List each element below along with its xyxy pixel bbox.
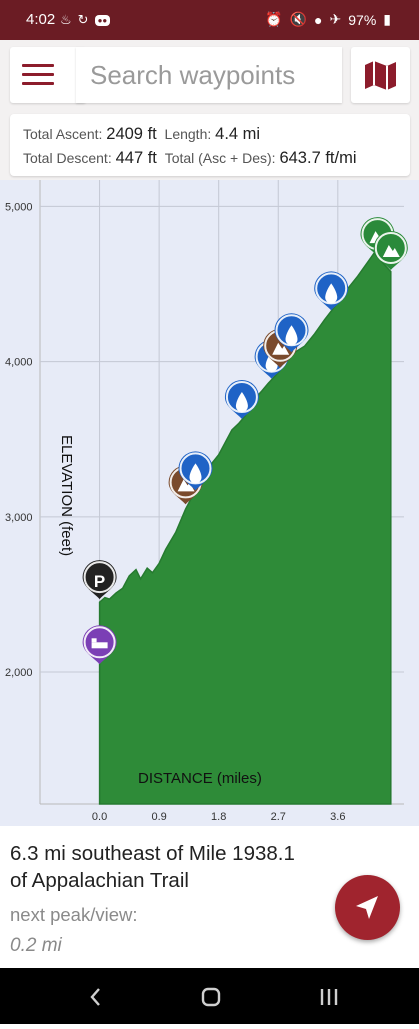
x-tick-label: 2.7 <box>271 811 286 823</box>
map-button[interactable] <box>351 47 410 103</box>
length-label: Length: <box>164 126 212 142</box>
menu-button[interactable] <box>10 47 86 103</box>
x-tick-label: 0.9 <box>151 811 166 823</box>
mountain-icon <box>177 479 195 492</box>
x-tick-label: 1.8 <box>211 811 226 823</box>
app-notification-icon: ●● <box>94 14 111 26</box>
waypoint-markers: P <box>82 217 408 665</box>
elevation-chart[interactable]: 5,000 4,000 3,000 2,000 0.0 0.9 1.8 2.7 3.6 ELE… <box>0 180 419 826</box>
total-ascent-label: Total Ascent: <box>23 126 103 142</box>
y-tick-label: 3,000 <box>5 512 33 524</box>
total-asc-des-value: 643.7 ft/mi <box>279 149 357 167</box>
battery-icon: ▮ <box>383 11 391 27</box>
navigate-button[interactable] <box>335 875 400 940</box>
mute-icon: 🔇 <box>289 11 308 27</box>
pillow-icon <box>91 638 97 643</box>
water-drop-icon <box>325 283 338 304</box>
airplane-mode-icon: ✈ <box>329 11 342 27</box>
y-axis-ticks: 5,000 4,000 3,000 2,000 <box>5 201 33 679</box>
stats-row-2: Total Descent: 447 ft Total (Asc + Des):… <box>23 149 357 168</box>
x-axis-label: DISTANCE (miles) <box>138 770 262 787</box>
stats-row-1: Total Ascent: 2409 ft Length: 4.4 mi <box>23 125 260 144</box>
status-time: 4:02 <box>26 11 56 28</box>
total-descent-value: 447 ft <box>115 149 157 167</box>
y-tick-label: 2,000 <box>5 667 33 679</box>
marker-ring <box>83 561 116 594</box>
next-peak-distance: 0.2 mi <box>10 935 62 956</box>
system-nav-bar <box>0 968 419 1024</box>
parking-marker: P <box>82 560 117 600</box>
next-peak-label: next peak/view: <box>10 904 138 925</box>
status-bar: 4:02 ♨ ↻ ●● ⏰ 🔇 ● ✈ 97% ▮ <box>0 0 419 40</box>
back-icon[interactable] <box>90 988 100 1006</box>
total-asc-des-label: Total (Asc + Des): <box>164 150 276 166</box>
bed-icon <box>91 642 108 649</box>
elevation-area <box>98 251 392 805</box>
water-marker <box>224 380 259 419</box>
water-marker <box>178 451 213 491</box>
elevation-profile-area <box>98 251 392 805</box>
mountain-icon <box>382 245 400 257</box>
x-tick-label: 3.6 <box>330 811 345 823</box>
route-stats: Total Ascent: 2409 ft Length: 4.4 mi Tot… <box>10 114 410 176</box>
peak-marker <box>373 231 408 270</box>
y-tick-label: 4,000 <box>5 357 33 369</box>
x-tick-label: 0.0 <box>92 811 107 823</box>
home-icon[interactable] <box>201 987 221 1007</box>
location-line-2: of Appalachian Trail <box>10 869 189 892</box>
map-icon <box>365 61 396 90</box>
mountain-icon <box>272 342 290 355</box>
parking-icon: P <box>94 572 105 591</box>
water-marker <box>314 271 349 311</box>
water-marker <box>274 313 309 353</box>
notification-icons: ♨ ↻ ●● <box>60 12 111 28</box>
total-descent-label: Total Descent: <box>23 150 112 166</box>
hiking-icon: ♨ <box>60 12 72 27</box>
recents-icon[interactable] <box>320 989 338 1005</box>
water-drop-icon <box>285 325 298 346</box>
total-ascent-value: 2409 ft <box>106 125 157 143</box>
location-icon: ● <box>314 11 323 28</box>
x-axis-ticks: 0.0 0.9 1.8 2.7 3.6 <box>92 811 346 823</box>
y-axis-label: ELEVATION (feet) <box>58 435 75 556</box>
alarm-icon: ⏰ <box>265 11 283 27</box>
water-drop-icon <box>235 392 248 412</box>
marker-ring <box>83 626 116 659</box>
location-line-1: 6.3 mi southeast of Mile 1938.1 <box>10 842 295 865</box>
marker-ring <box>374 232 407 264</box>
water-drop-icon <box>189 463 202 484</box>
search-input[interactable] <box>76 47 342 103</box>
y-tick-label: 5,000 <box>5 201 33 213</box>
system-icons: ⏰ 🔇 ● ✈ 97% ▮ <box>265 11 391 28</box>
lodging-marker <box>82 625 117 665</box>
navigation-arrow-icon <box>356 896 378 919</box>
length-value: 4.4 mi <box>215 125 261 143</box>
battery-level: 97% <box>348 11 377 28</box>
sync-icon: ↻ <box>77 12 89 27</box>
